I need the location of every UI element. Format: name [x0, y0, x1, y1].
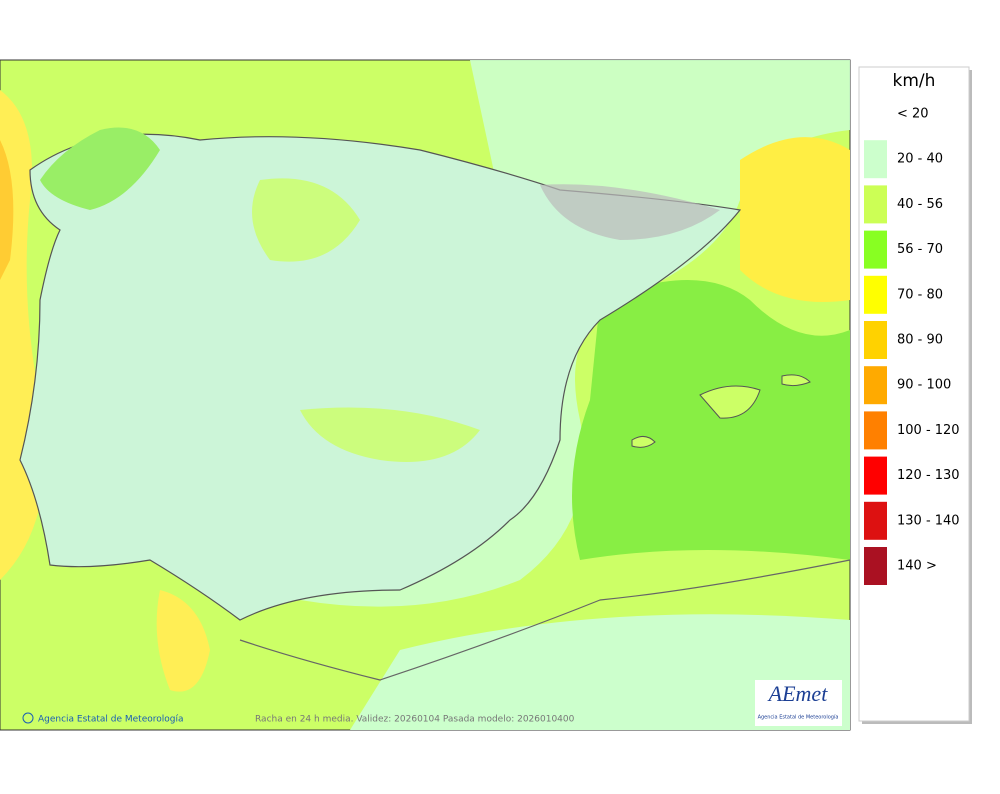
legend-swatch — [864, 366, 887, 405]
wind-zone — [300, 407, 480, 462]
wind-zone — [350, 614, 850, 730]
legend-swatch — [864, 411, 887, 450]
legend-swatch — [864, 185, 887, 224]
legend-swatch — [864, 321, 887, 359]
coastline — [239, 559, 851, 681]
wind-zone — [40, 127, 160, 210]
wind-zone — [156, 590, 210, 692]
logo: AEmet — [767, 681, 829, 706]
legend-label: 100 - 120 — [897, 423, 960, 438]
island — [631, 436, 656, 448]
legend-label: 90 - 100 — [897, 378, 951, 393]
legend-swatch — [864, 230, 887, 269]
legend-swatch — [864, 95, 887, 133]
wind-zone — [740, 137, 850, 302]
legend-swatch — [864, 547, 887, 585]
wind-zone — [0, 140, 14, 280]
legend-swatch — [864, 275, 887, 314]
legend-label: 120 - 130 — [897, 468, 960, 483]
wind-zone — [572, 280, 850, 560]
legend-label: 140 > — [897, 559, 937, 574]
legend-label: < 20 — [897, 107, 929, 122]
logo-subtitle: Agencia Estatal de Meteorología — [758, 714, 839, 721]
legend-label: 80 - 90 — [897, 333, 943, 348]
legend-label: 70 - 80 — [897, 287, 943, 302]
legend-label: 40 - 56 — [897, 197, 943, 212]
logo-box — [755, 680, 842, 726]
legend-swatch — [864, 140, 887, 179]
legend-label: 130 - 140 — [897, 513, 960, 528]
copyright-icon — [22, 712, 34, 724]
map: Agencia Estatal de Meteorología Racha en… — [0, 59, 851, 731]
legend-label: 56 - 70 — [897, 242, 943, 257]
island — [699, 385, 761, 419]
legend-swatch — [864, 456, 887, 495]
peninsula — [19, 133, 742, 621]
legend-title: km/h — [893, 71, 936, 91]
credit: Agencia Estatal de Meteorología — [38, 715, 184, 725]
island — [781, 374, 811, 387]
relief — [540, 184, 720, 240]
legend-label: 20 - 40 — [897, 152, 943, 167]
legend-swatch — [864, 501, 887, 540]
wind-zone — [252, 178, 360, 262]
caption: Racha en 24 h media. Validez: 20260104 P… — [255, 715, 575, 725]
legend: km/h < 20 20 - 40 40 - 56 56 - 70 70 - 80 80 … — [858, 66, 972, 724]
